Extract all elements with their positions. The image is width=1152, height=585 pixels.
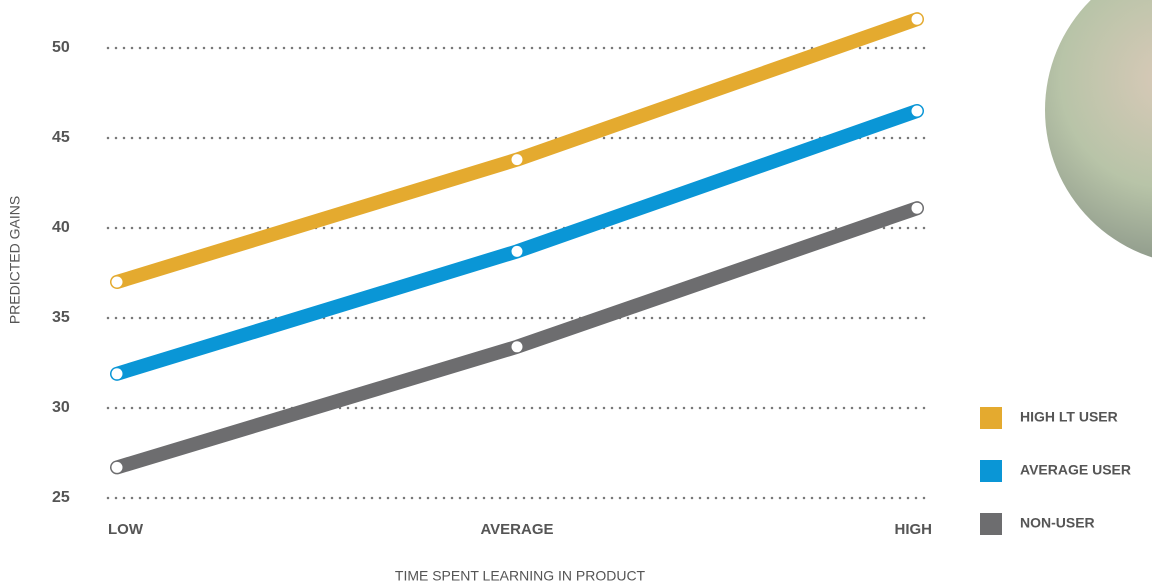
data-point [511,341,523,353]
y-tick-label: 45 [52,129,70,146]
x-tick-label: HIGH [895,521,933,538]
y-tick-label: 40 [52,219,70,236]
y-tick-label: 50 [52,39,70,56]
y-tick-label: 25 [52,489,70,506]
data-point [911,105,923,117]
photo [1045,0,1152,258]
legend-label: AVERAGE USER [1020,462,1131,478]
legend-label: NON-USER [1020,515,1095,531]
x-axis-label: TIME SPENT LEARNING IN PRODUCT [395,568,646,584]
data-point [111,368,123,380]
data-point [911,13,923,25]
legend-label: HIGH LT USER [1020,409,1118,425]
data-point [511,154,523,166]
legend-swatch [980,513,1002,535]
y-tick-label: 30 [52,399,70,416]
y-tick-label: 35 [52,309,70,326]
x-tick-label: AVERAGE [480,521,553,538]
legend-swatch [980,460,1002,482]
data-point [911,202,923,214]
legend-swatch [980,407,1002,429]
x-tick-label: LOW [108,521,144,538]
data-point [511,245,523,257]
data-point [111,276,123,288]
data-point [111,461,123,473]
y-axis-label: PREDICTED GAINS [7,196,23,324]
